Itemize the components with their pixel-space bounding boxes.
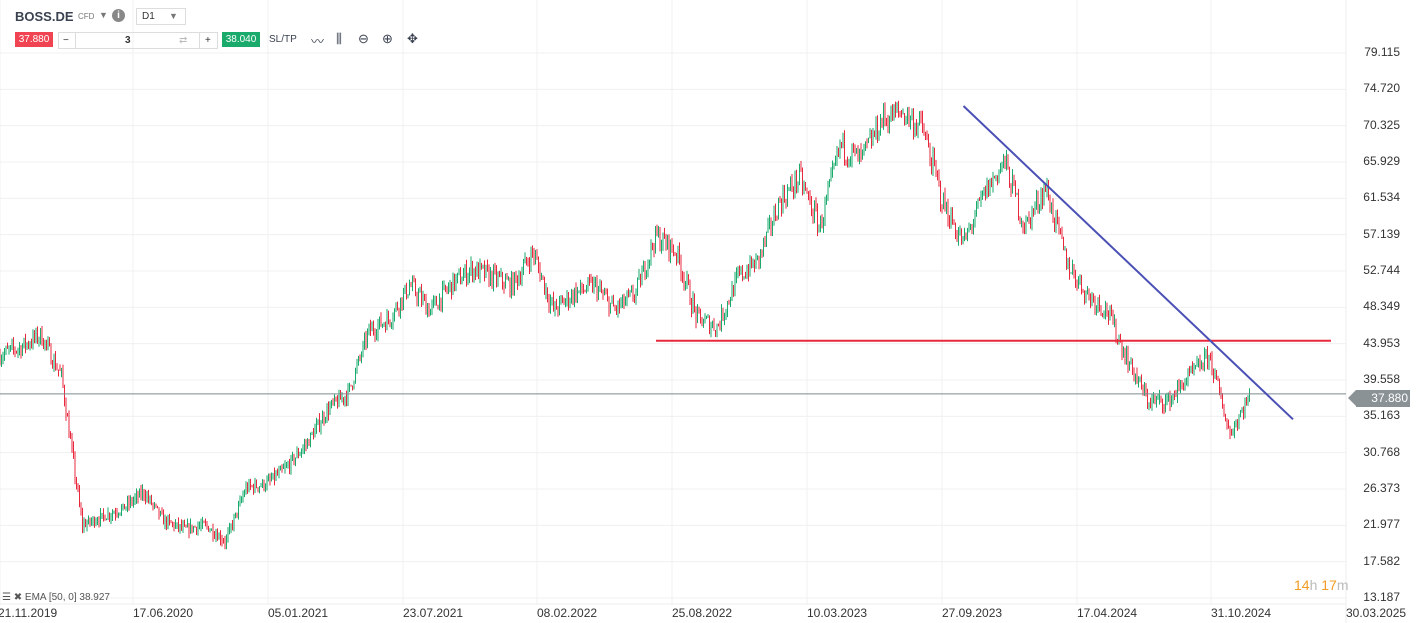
candles	[0, 100, 1250, 550]
price-tick: 26.373	[1363, 481, 1400, 495]
crosshair-move-icon[interactable]: ✥	[407, 31, 418, 46]
indicator-remove-icon[interactable]: ✖	[13, 592, 23, 603]
date-tick: 10.03.2023	[807, 606, 868, 620]
price-tick: 17.582	[1363, 553, 1400, 568]
buy-button[interactable]: 38.040	[222, 32, 260, 47]
zoom-out-icon[interactable]: ⊖	[358, 31, 369, 46]
price-tick: 74.720	[1363, 81, 1400, 96]
price-tick: 13.187	[1363, 590, 1400, 604]
date-tick: 17.06.2020	[133, 606, 194, 620]
trend-line[interactable]	[962, 105, 1294, 421]
price-tick: 48.349	[1363, 299, 1400, 314]
date-tick: 25.08.2022	[672, 606, 733, 620]
price-tick: 79.115	[1364, 45, 1400, 59]
chevron-down-icon: ▼	[169, 11, 178, 21]
price-tick: 21.977	[1363, 517, 1400, 532]
timeframe-value: D1	[142, 11, 155, 22]
date-tick: 23.07.2021	[403, 606, 464, 620]
date-tick: 21.11.2019	[0, 606, 58, 620]
price-tick: 65.929	[1363, 154, 1400, 168]
date-tick: 30.03.2025	[1346, 606, 1407, 620]
date-tick: 17.04.2024	[1077, 606, 1138, 620]
price-tick: 52.744	[1363, 263, 1400, 277]
ema-value: EMA [50, 0] 38.927	[24, 592, 110, 603]
price-tick: 57.139	[1363, 226, 1400, 241]
quantity-stepper[interactable]: − 3 ⇄ +	[58, 32, 218, 49]
timeframe-select[interactable]: D1 ▼	[136, 8, 186, 25]
date-tick: 27.09.2023	[942, 606, 1003, 620]
price-tick: 43.953	[1363, 335, 1400, 350]
chevron-down-icon[interactable]: ▼	[99, 10, 108, 20]
toolbar: BOSS.DE CFD ▼ i D1 ▼ 37.880 − 3 ⇄ + 38.04…	[0, 0, 460, 55]
price-tick: 39.558	[1363, 372, 1400, 386]
instrument-type: CFD	[78, 12, 95, 21]
candle-countdown: 14h 17m	[1294, 577, 1349, 593]
sell-button[interactable]: 37.880	[15, 32, 53, 47]
ema-indicator-label[interactable]: ☰ ✖ EMA [50, 0] 38.927	[2, 592, 110, 603]
indicator-settings-icon[interactable]: ☰	[2, 592, 11, 603]
line-chart-icon[interactable]: 〰	[311, 34, 325, 49]
price-tick: 30.768	[1363, 444, 1400, 459]
current-price-label: 37.880	[1348, 390, 1410, 407]
price-tick: 70.325	[1363, 117, 1400, 132]
price-tick: 61.534	[1363, 190, 1400, 205]
swap-icon[interactable]: ⇄	[179, 35, 188, 46]
increase-button[interactable]: +	[205, 35, 211, 46]
quantity-input[interactable]: 3	[125, 35, 131, 46]
date-tick: 31.10.2024	[1211, 606, 1272, 620]
info-icon[interactable]: i	[112, 9, 125, 22]
sltp-button[interactable]: SL/TP	[269, 34, 297, 45]
decrease-button[interactable]: −	[63, 35, 69, 46]
zoom-in-icon[interactable]: ⊕	[382, 31, 393, 46]
symbol-name[interactable]: BOSS.DE	[15, 9, 74, 24]
date-tick: 08.02.2022	[537, 606, 598, 620]
price-tick: 35.163	[1363, 408, 1400, 423]
candlestick-icon[interactable]: ⫼	[336, 31, 342, 46]
date-tick: 05.01.2021	[268, 606, 329, 620]
